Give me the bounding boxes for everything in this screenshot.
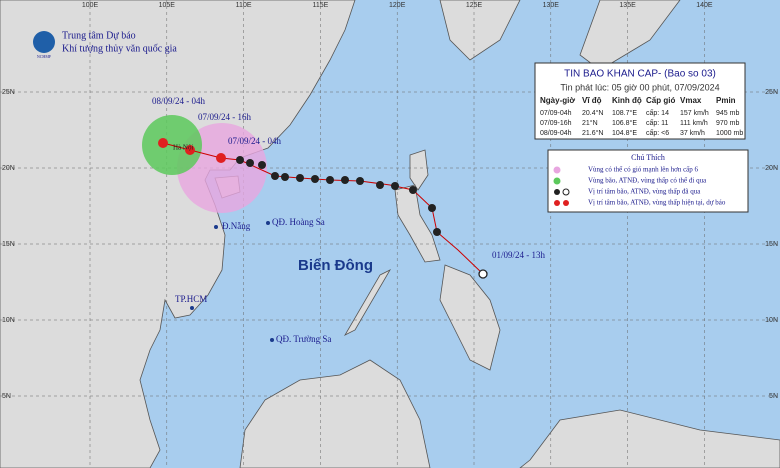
legend-box (547, 149, 749, 213)
lat-label: 5N (2, 393, 11, 400)
track-label: 07/09/24 - 04h (228, 136, 281, 146)
table-cell: cấp: 14 (646, 108, 669, 117)
place-label: Hà Nội (173, 144, 193, 152)
place-label: QĐ. Hoàng Sa (272, 217, 325, 227)
lon-label: 125E (466, 2, 483, 9)
past-positions (236, 156, 441, 236)
table-cell: 07/09-16h (540, 120, 572, 127)
column-header: Pmin (716, 96, 736, 105)
lat-label: 25N (765, 89, 778, 96)
lat-label: 10N (2, 317, 15, 324)
legend-item: Vị trí tâm bão, ATNĐ, vùng thấp hiện tại… (588, 199, 726, 207)
current-position (216, 153, 226, 163)
sea-label: Biển Đông (298, 257, 373, 274)
lon-label: 140E (696, 2, 713, 9)
table-cell: 111 km/h (680, 120, 708, 127)
table-cell: 970 mb (716, 120, 739, 127)
lat-label: 25N (2, 89, 15, 96)
logo (33, 31, 55, 53)
table-cell: 1000 mb (716, 130, 743, 137)
place-label: Đ.Nẵng (222, 221, 251, 231)
column-header: Kinh độ (612, 96, 642, 105)
table-cell: 37 km/h (680, 130, 705, 137)
table-cell: cấp: 11 (646, 118, 669, 127)
column-header: Vmax (680, 96, 702, 105)
column-header: Cấp gió (646, 96, 675, 105)
lat-label: 15N (765, 241, 778, 248)
legend-item: Vị trí tâm bão, ATNĐ, vùng thấp đã qua (588, 188, 701, 196)
table-cell: 106.8°E (612, 119, 637, 127)
lat-label: 20N (2, 165, 15, 172)
bulletin-title: TIN BAO KHAN CAP- (Bao so 03) (564, 69, 716, 80)
lat-label: 15N (2, 241, 15, 248)
lat-label: 5N (769, 393, 778, 400)
table-cell: 157 km/h (680, 110, 709, 117)
lon-label: 105E (159, 2, 176, 9)
table-cell: 108.7°E (612, 109, 637, 117)
bulletin-issued: Tin phát lúc: 05 giờ 00 phút, 07/09/2024 (560, 82, 719, 92)
logo-text: NCHMF (37, 54, 52, 59)
track-label: 01/09/24 - 13h (492, 250, 545, 260)
place-label: QĐ. Trường Sa (276, 334, 331, 344)
lon-label: 115E (312, 2, 328, 9)
column-header: Vĩ độ (582, 96, 602, 105)
table-cell: 08/09-04h (540, 130, 572, 137)
table-cell: 945 mb (716, 110, 739, 117)
lon-label: 100E (82, 2, 99, 9)
table-cell: 104.8°E (612, 129, 637, 137)
legend-title: Chú Thích (631, 153, 665, 162)
lon-label: 135E (619, 2, 636, 9)
forecast-position (185, 145, 195, 155)
column-header: Ngày-giờ (540, 96, 575, 105)
lon-label: 130E (543, 2, 560, 9)
forecast-position (158, 138, 168, 148)
lat-label: 20N (765, 165, 778, 172)
lon-label: 110E (236, 2, 252, 9)
table-cell: 21.6°N (582, 129, 603, 137)
legend-item: Vùng bão, ATNĐ, vùng thấp có thể đi qua (588, 177, 707, 185)
track-label: 07/09/24 - 16h (198, 112, 251, 122)
org-name: Trung tâm Dự báo (62, 30, 136, 41)
place-label: TP.HCM (175, 294, 207, 304)
org-sub: Khí tượng thủy văn quốc gia (62, 43, 177, 54)
lon-label: 120E (389, 2, 406, 9)
bulletin-box (534, 62, 746, 140)
table-cell: 21°N (582, 119, 598, 127)
table-cell: cấp: <6 (646, 128, 669, 137)
start-position (478, 269, 488, 279)
legend-item: Vùng có thể có gió mạnh lên hơn cấp 6 (588, 166, 699, 174)
table-cell: 07/09-04h (540, 110, 572, 117)
lat-label: 10N (765, 317, 778, 324)
track-label: 08/09/24 - 04h (152, 96, 205, 106)
table-cell: 20.4°N (582, 109, 603, 117)
